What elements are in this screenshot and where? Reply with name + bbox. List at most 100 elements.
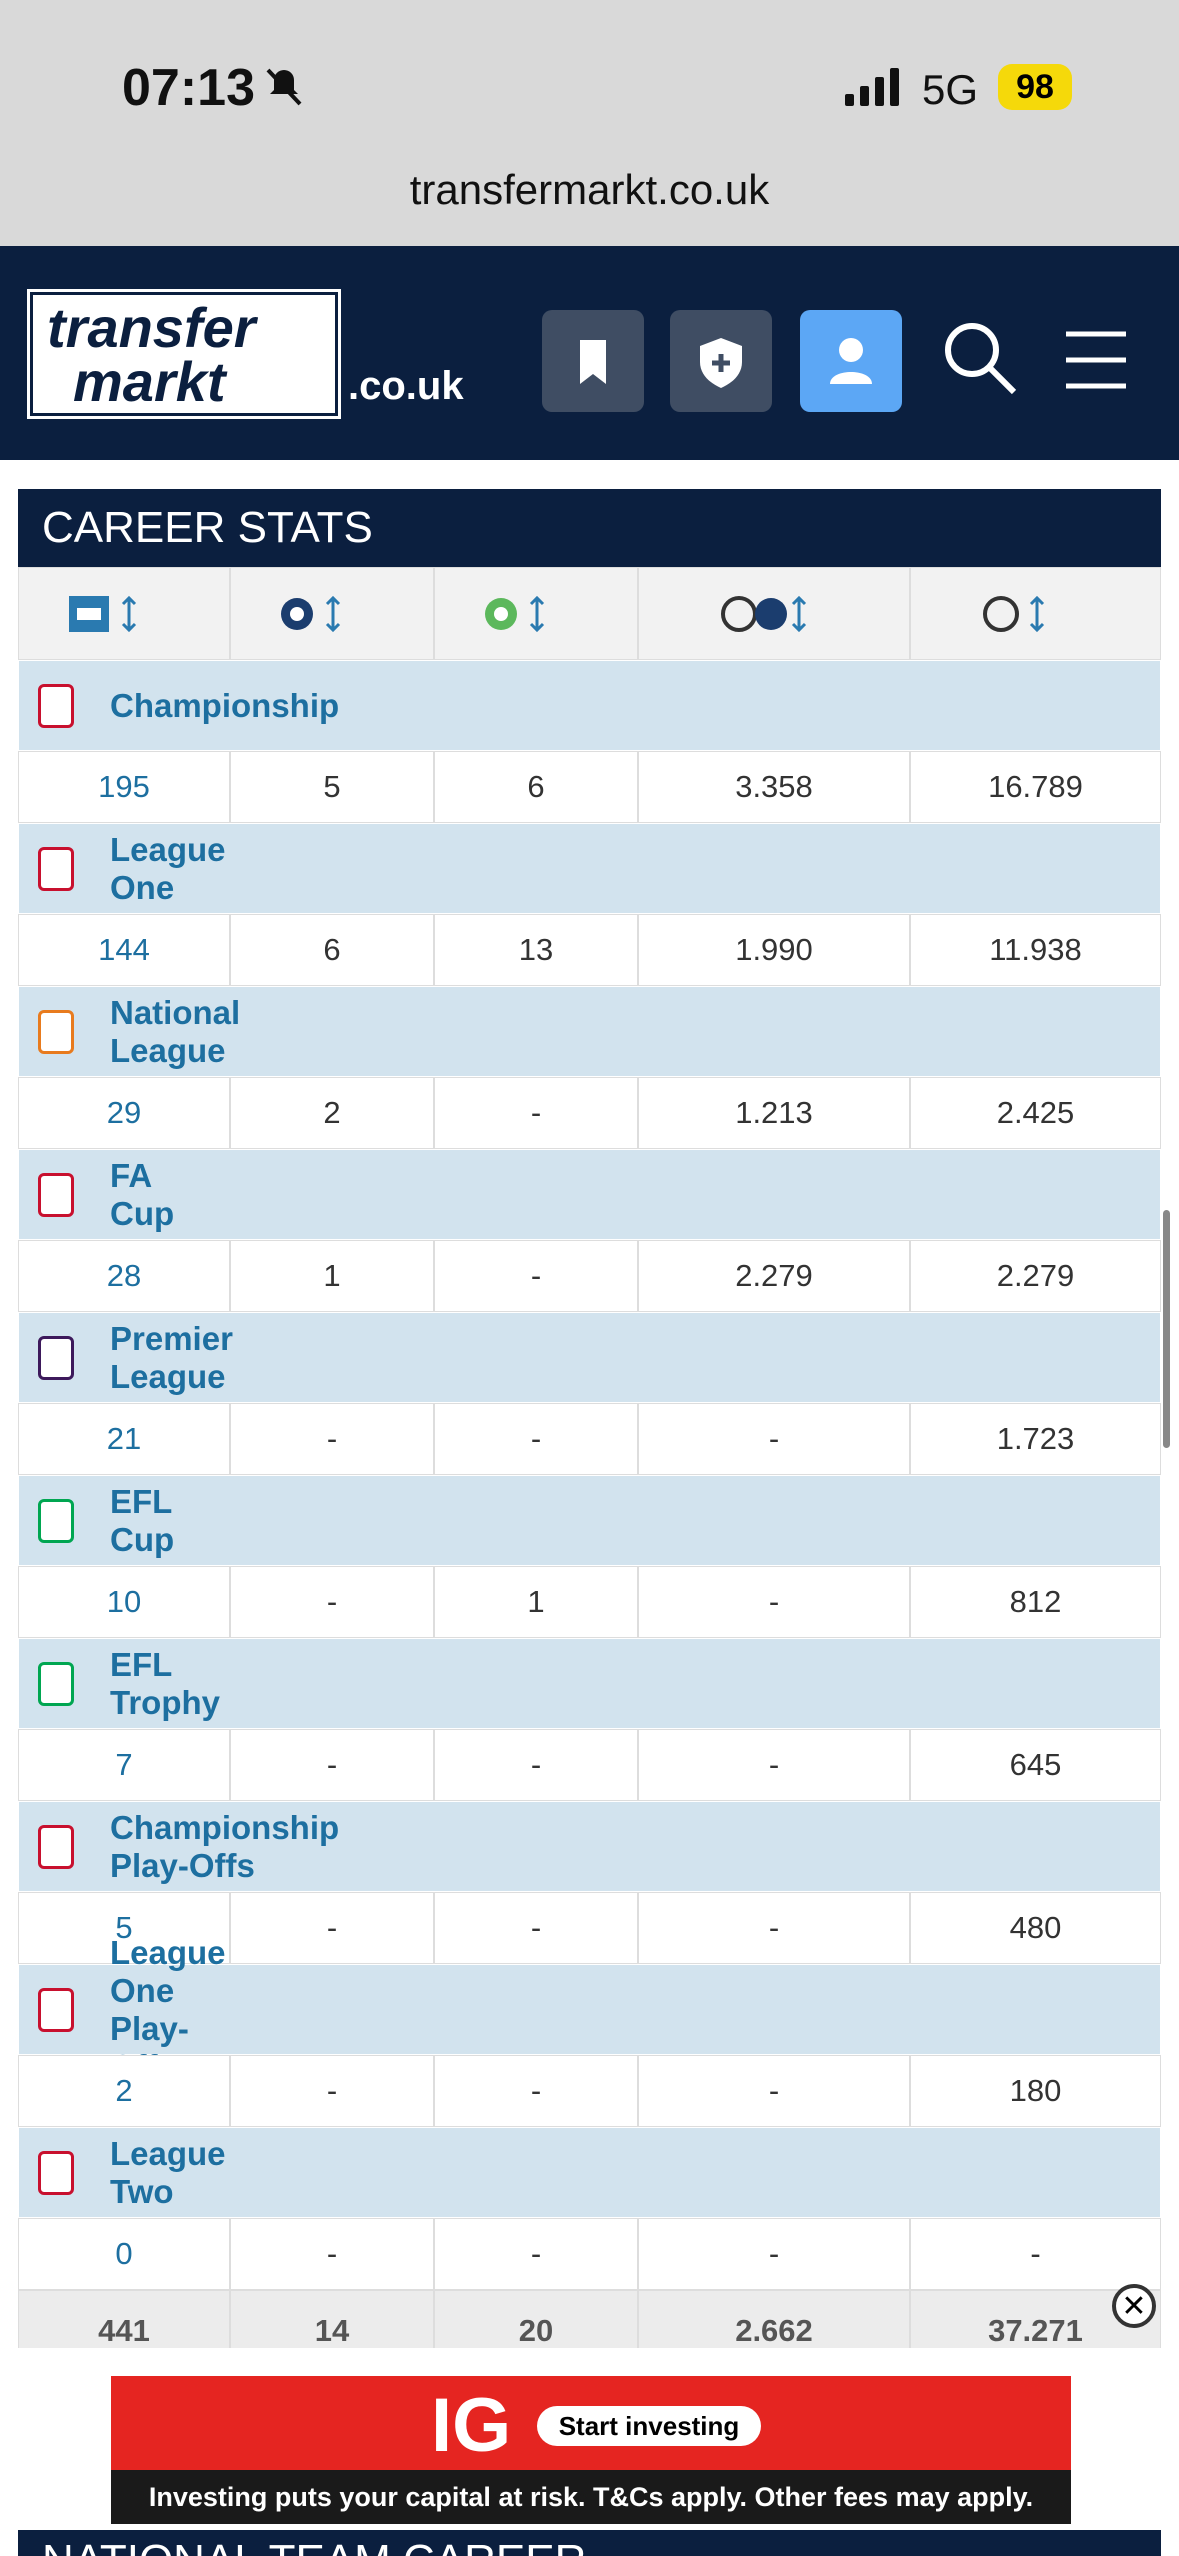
scrollbar xyxy=(1163,1210,1170,1448)
signal-icon xyxy=(845,68,899,106)
browser-chrome: 07:13 5G 98 transfermarkt.co.uk xyxy=(0,0,1179,246)
appearances-link[interactable]: 21 xyxy=(18,1403,230,1475)
appearances-link[interactable]: 10 xyxy=(18,1566,230,1638)
competition-row xyxy=(18,986,1161,1077)
competition-badge xyxy=(38,847,74,891)
ad[interactable]: IG Start investing Investing puts your c… xyxy=(111,2376,1071,2524)
ad-close[interactable]: ✕ xyxy=(1112,2284,1156,2328)
appearances-link[interactable]: 5 xyxy=(18,1892,230,1964)
competition-name[interactable]: League Two xyxy=(110,2134,226,2210)
competition-row xyxy=(18,823,1161,914)
competition-row xyxy=(18,1475,1161,1566)
stat-cell: - xyxy=(434,1729,638,1801)
stat-cell: 480 xyxy=(910,1892,1161,1964)
stat-cell: 812 xyxy=(910,1566,1161,1638)
stat-cell: - xyxy=(434,2055,638,2127)
stat-cell: - xyxy=(230,2055,434,2127)
column-header[interactable] xyxy=(434,567,638,660)
stat-cell: 645 xyxy=(910,1729,1161,1801)
competition-badge xyxy=(38,1825,74,1869)
competition-name[interactable]: National League xyxy=(110,993,241,1069)
competition-name[interactable]: Premier League xyxy=(110,1319,233,1395)
appearances-link[interactable]: 144 xyxy=(18,914,230,986)
stat-cell: 1.723 xyxy=(910,1403,1161,1475)
stat-cell: - xyxy=(434,1403,638,1475)
stat-cell: - xyxy=(638,1729,910,1801)
competition-row xyxy=(18,1801,1161,1892)
logo-bottom: markt xyxy=(73,350,226,413)
stat-cell: - xyxy=(434,1892,638,1964)
competition-badge xyxy=(38,1336,74,1380)
stat-cell: 16.789 xyxy=(910,751,1161,823)
competition-badge xyxy=(38,684,74,728)
mute-icon xyxy=(266,68,302,106)
search-button[interactable] xyxy=(940,318,1020,398)
competition-badge xyxy=(38,1173,74,1217)
stat-cell: 2.279 xyxy=(910,1240,1161,1312)
profile-button[interactable] xyxy=(800,310,902,412)
battery: 98 xyxy=(998,64,1072,110)
stat-cell: 3.358 xyxy=(638,751,910,823)
next-section-title: NATIONAL TEAM CAREER xyxy=(42,2536,586,2556)
appearances-link[interactable]: 0 xyxy=(18,2218,230,2290)
site-header: transfer markt .co.uk xyxy=(0,246,1179,460)
stat-cell: - xyxy=(434,1240,638,1312)
competition-row xyxy=(18,1149,1161,1240)
competition-name[interactable]: League One xyxy=(110,830,226,906)
ad-disclaimer: Investing puts your capital at risk. T&C… xyxy=(111,2470,1071,2524)
column-header[interactable] xyxy=(18,567,230,660)
stat-cell: 1.990 xyxy=(638,914,910,986)
competition-badge xyxy=(38,1662,74,1706)
stat-cell: 11.938 xyxy=(910,914,1161,986)
stat-cell: 2 xyxy=(230,1077,434,1149)
column-header[interactable] xyxy=(230,567,434,660)
competition-name[interactable]: FA Cup xyxy=(110,1156,175,1232)
competition-badge xyxy=(38,1988,74,2032)
logo[interactable]: transfer markt xyxy=(27,289,341,419)
domain-select[interactable]: .co.uk xyxy=(348,364,464,408)
stat-cell: 2.279 xyxy=(638,1240,910,1312)
appearances-link[interactable]: 28 xyxy=(18,1240,230,1312)
stat-cell: 1 xyxy=(230,1240,434,1312)
logo-top: transfer xyxy=(47,296,256,359)
club-button[interactable] xyxy=(670,310,772,412)
stat-cell: 2.425 xyxy=(910,1077,1161,1149)
competition-badge xyxy=(38,1499,74,1543)
stat-cell: - xyxy=(230,1403,434,1475)
ad-band: IG Start investing Investing puts your c… xyxy=(0,2284,1179,2556)
stat-cell: 13 xyxy=(434,914,638,986)
stat-cell: - xyxy=(230,1566,434,1638)
competition-name[interactable]: League One Play-Offs xyxy=(110,1934,226,2085)
ad-button[interactable]: Start investing xyxy=(537,2406,761,2446)
appearances-link[interactable]: 2 xyxy=(18,2055,230,2127)
column-header[interactable] xyxy=(910,567,1161,660)
stat-cell: - xyxy=(910,2218,1161,2290)
appearances-link[interactable]: 195 xyxy=(18,751,230,823)
stat-cell: 6 xyxy=(230,914,434,986)
section-title: CAREER STATS xyxy=(18,489,1161,567)
watchlist-button[interactable] xyxy=(542,310,644,412)
competition-name[interactable]: EFL Cup xyxy=(110,1482,175,1558)
url[interactable]: transfermarkt.co.uk xyxy=(409,166,770,213)
stat-cell: - xyxy=(434,1077,638,1149)
ad-brand: IG xyxy=(431,2383,512,2468)
competition-row xyxy=(18,1312,1161,1403)
competition-row xyxy=(18,1964,1161,2055)
competition-name[interactable]: Championship Play-Offs xyxy=(110,1808,340,1884)
competition-name[interactable]: EFL Trophy xyxy=(110,1645,221,1721)
stat-cell: - xyxy=(638,2055,910,2127)
column-header[interactable] xyxy=(638,567,910,660)
competition-name[interactable]: Championship xyxy=(110,686,340,724)
stat-cell: 6 xyxy=(434,751,638,823)
competition-badge xyxy=(38,1010,74,1054)
stat-cell: - xyxy=(230,1729,434,1801)
competition-row xyxy=(18,660,1161,751)
next-section: NATIONAL TEAM CAREER xyxy=(18,2530,1161,2556)
appearances-link[interactable]: 7 xyxy=(18,1729,230,1801)
stat-cell: - xyxy=(434,2218,638,2290)
stat-cell: - xyxy=(638,2218,910,2290)
stat-cell: - xyxy=(638,1892,910,1964)
menu-button[interactable] xyxy=(1064,330,1128,390)
appearances-link[interactable]: 29 xyxy=(18,1077,230,1149)
